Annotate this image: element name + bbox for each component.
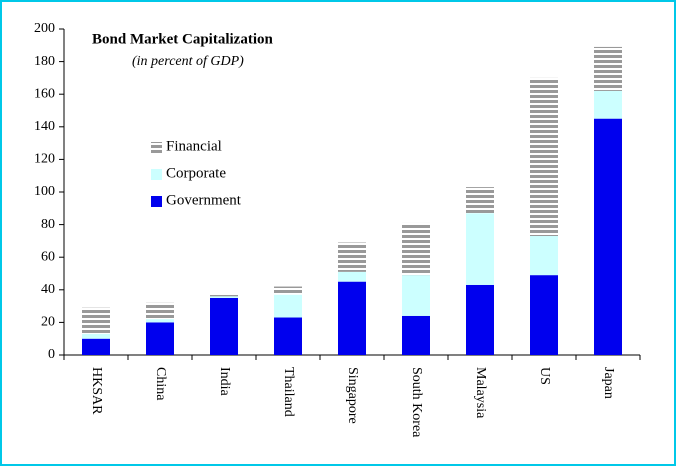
- x-tick-label: South Korea: [409, 367, 424, 438]
- bar-segment: [210, 297, 238, 355]
- bar-segment: [402, 222, 430, 276]
- bar-segment: [594, 118, 622, 356]
- bar-segment: [338, 242, 366, 272]
- bar-segment: [338, 271, 366, 282]
- bar-segment: [274, 294, 302, 318]
- bar-segment: [466, 187, 494, 214]
- y-tick-label: 100: [34, 184, 55, 199]
- x-tick-label: US: [537, 367, 552, 385]
- bar-segment: [274, 286, 302, 295]
- bar-segment: [402, 275, 430, 316]
- bar-segment: [82, 307, 110, 334]
- bar-segment: [466, 213, 494, 285]
- bar-segment: [402, 315, 430, 355]
- x-tick-label: HKSAR: [89, 367, 104, 415]
- bar-segment: [146, 322, 174, 355]
- x-tick-label: Japan: [601, 367, 616, 399]
- bar-segment: [82, 333, 110, 339]
- y-tick-label: 0: [48, 347, 55, 362]
- y-tick-label: 80: [41, 217, 55, 232]
- bar-segment: [594, 90, 622, 119]
- bar-segment: [146, 302, 174, 320]
- legend-swatch: [151, 142, 162, 153]
- y-tick-label: 60: [41, 249, 55, 264]
- bar-segment: [274, 317, 302, 355]
- legend-label: Government: [166, 192, 242, 208]
- y-tick-label: 120: [34, 152, 55, 167]
- chart-subtitle: (in percent of GDP): [132, 54, 244, 69]
- y-tick-label: 140: [34, 119, 55, 134]
- x-tick-label: India: [217, 367, 232, 397]
- y-tick-label: 200: [34, 21, 55, 36]
- chart-title: Bond Market Capitalization: [92, 31, 273, 47]
- legend-swatch: [151, 196, 162, 207]
- legend-label: Corporate: [166, 165, 226, 181]
- bar-segment: [530, 77, 558, 237]
- x-tick-label: Singapore: [345, 367, 360, 424]
- y-tick-label: 180: [34, 54, 55, 69]
- bar-segment: [210, 296, 238, 298]
- bar-segment: [210, 294, 238, 297]
- legend-label: Financial: [166, 138, 222, 154]
- bar-segment: [146, 319, 174, 323]
- bar-segment: [466, 284, 494, 355]
- bar-segment: [530, 275, 558, 355]
- x-tick-label: Thailand: [281, 367, 296, 417]
- y-tick-label: 160: [34, 86, 55, 101]
- x-tick-label: China: [153, 367, 168, 401]
- y-tick-label: 20: [41, 315, 55, 330]
- bar-segment: [530, 236, 558, 276]
- legend-swatch: [151, 169, 162, 180]
- y-tick-label: 40: [41, 282, 55, 297]
- bar-segment: [594, 46, 622, 91]
- x-tick-label: Malaysia: [473, 367, 488, 419]
- bar-segment: [82, 338, 110, 355]
- bar-segment: [338, 281, 366, 355]
